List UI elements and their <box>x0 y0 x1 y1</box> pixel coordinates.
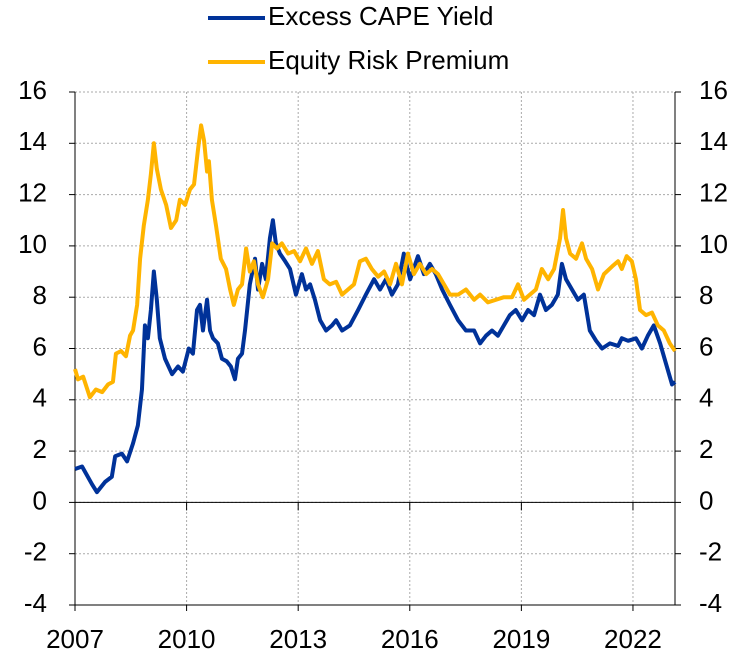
y-tick-label: 12 <box>18 177 47 207</box>
y2-tick-label: -4 <box>699 588 722 618</box>
x-tick-label: 2022 <box>604 624 662 654</box>
y-tick-label: 0 <box>33 485 47 515</box>
y2-tick-label: 12 <box>699 177 728 207</box>
y2-tick-label: 10 <box>699 229 728 259</box>
y-tick-label: 10 <box>18 229 47 259</box>
y2-tick-label: 0 <box>699 485 713 515</box>
y2-tick-label: -2 <box>699 537 722 567</box>
y2-tick-label: 16 <box>699 75 728 105</box>
x-tick-label: 2007 <box>46 624 104 654</box>
y-tick-label: 8 <box>33 280 47 310</box>
y2-tick-label: 4 <box>699 383 713 413</box>
x-tick-label: 2019 <box>492 624 550 654</box>
x-tick-label: 2013 <box>269 624 327 654</box>
x-tick-label: 2010 <box>158 624 216 654</box>
y2-tick-label: 6 <box>699 331 713 361</box>
x-tick-label: 2016 <box>381 624 439 654</box>
y-tick-label: 16 <box>18 75 47 105</box>
legend-label: Equity Risk Premium <box>268 45 509 75</box>
series-line <box>74 218 677 495</box>
y-tick-label: -4 <box>24 588 47 618</box>
series-line <box>73 123 677 400</box>
y-tick-label: 2 <box>33 434 47 464</box>
y-tick-label: 6 <box>33 331 47 361</box>
y-tick-label: 14 <box>18 126 47 156</box>
y-tick-label: 4 <box>33 383 47 413</box>
y2-tick-label: 8 <box>699 280 713 310</box>
legend-label: Excess CAPE Yield <box>268 1 493 31</box>
y2-tick-label: 14 <box>699 126 728 156</box>
y2-tick-label: 2 <box>699 434 713 464</box>
y-tick-label: -2 <box>24 537 47 567</box>
